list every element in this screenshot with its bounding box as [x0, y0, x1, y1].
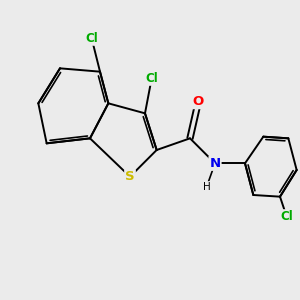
Text: Cl: Cl	[280, 210, 293, 223]
Text: Cl: Cl	[85, 32, 98, 45]
Text: N: N	[209, 157, 220, 170]
Text: Cl: Cl	[145, 72, 158, 85]
Text: S: S	[125, 170, 135, 183]
Text: H: H	[203, 182, 211, 192]
Text: O: O	[193, 95, 204, 108]
